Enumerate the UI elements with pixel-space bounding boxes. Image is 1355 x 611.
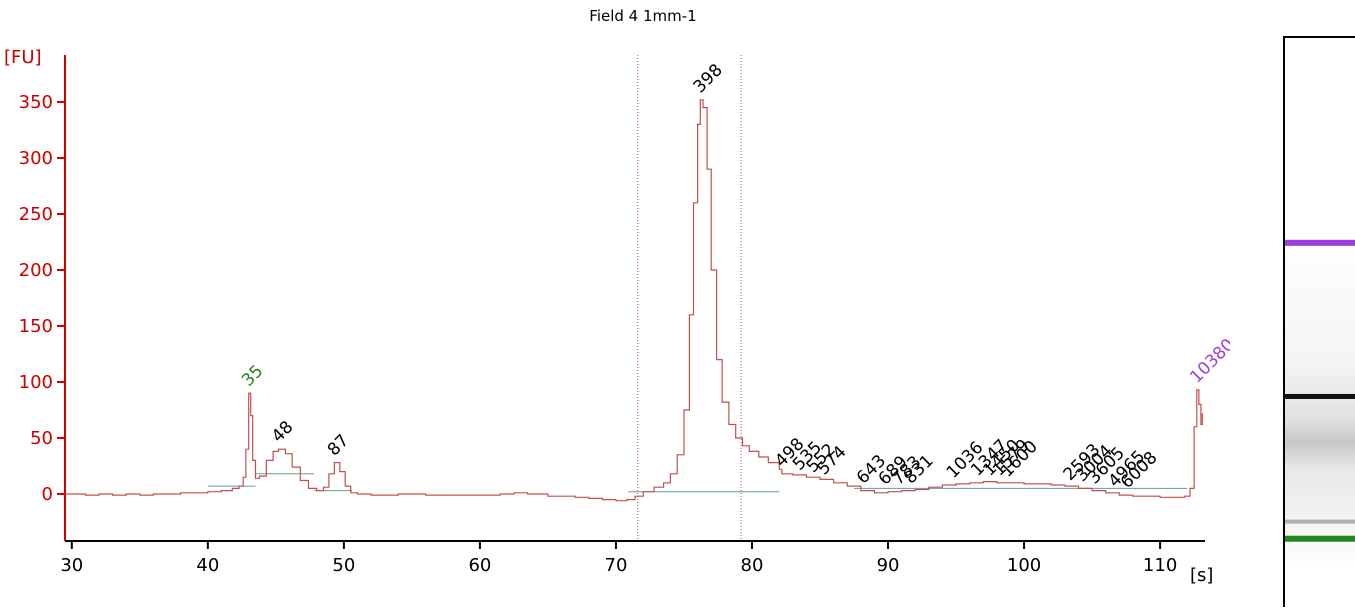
x-tick-label: 80 xyxy=(741,555,764,576)
y-tick-label: 200 xyxy=(19,260,53,281)
chart-title: Field 4 1mm-1 xyxy=(589,7,696,25)
y-tick-label: 350 xyxy=(19,92,53,113)
peak-label: 10380 xyxy=(1186,335,1230,387)
signal-series-line xyxy=(65,99,1203,502)
gel-smear xyxy=(1285,238,1355,568)
electropherogram-chart: Field 4 1mm-1 [FU] [s] 0 50 100 150 200 250 30… xyxy=(4,7,1230,586)
peak-label: 35 xyxy=(238,361,267,390)
y-tick-label: 250 xyxy=(19,204,53,225)
gel-marker-band xyxy=(1285,535,1355,542)
x-tick-label: 100 xyxy=(1007,555,1041,576)
signal-trace xyxy=(65,99,1203,502)
y-tick-label: 300 xyxy=(19,148,53,169)
gel-sample-band xyxy=(1285,519,1355,524)
y-axis-label: [FU] xyxy=(4,47,42,68)
x-tick-label: 90 xyxy=(877,555,900,576)
x-tick-label: 40 xyxy=(196,555,219,576)
gel-image xyxy=(1283,36,1355,607)
peak-baselines xyxy=(207,473,1188,493)
peak-label: 87 xyxy=(324,431,353,460)
x-tick-label: 50 xyxy=(332,555,355,576)
peak-label: 398 xyxy=(690,60,727,97)
region-markers xyxy=(637,55,742,541)
axes: 0 50 100 150 200 250 300 350 30 40 50 60 70 80 90 100 11… xyxy=(19,55,1205,576)
x-tick-label: 60 xyxy=(468,555,491,576)
gel-marker-band xyxy=(1285,239,1355,246)
x-tick-label: 30 xyxy=(60,555,83,576)
gel-lane xyxy=(1285,238,1355,568)
x-tick-label: 70 xyxy=(605,555,628,576)
peak-label: 48 xyxy=(268,417,297,446)
y-tick-label: 50 xyxy=(30,428,53,449)
x-axis-label: [s] xyxy=(1190,565,1213,586)
x-tick-label: 110 xyxy=(1143,555,1177,576)
y-tick-label: 150 xyxy=(19,316,53,337)
y-tick-label: 0 xyxy=(42,484,53,505)
y-tick-label: 100 xyxy=(19,372,53,393)
gel-sample-band xyxy=(1285,393,1355,399)
